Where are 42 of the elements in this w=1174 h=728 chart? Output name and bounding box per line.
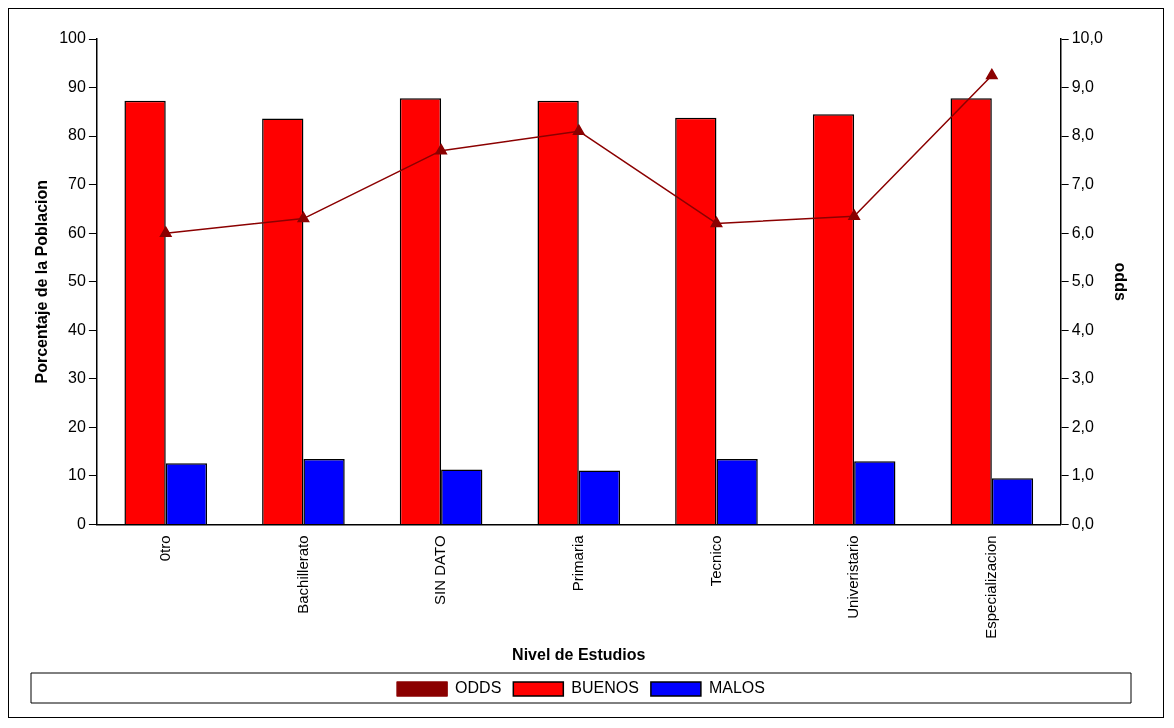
y2-tick-label: 6,0 [1071,223,1094,241]
y2-tick-label: 5,0 [1071,272,1094,290]
point [159,226,172,237]
y-tick-label: 20 [68,417,86,435]
x-tick-label: Univeristario [844,535,862,619]
point [985,68,998,80]
legend-label: BUENOS [571,679,639,697]
y2-tick-label: 1,0 [1071,466,1094,484]
y2-tick-label: 10,0 [1071,29,1103,47]
y2-tick-label: 4,0 [1071,320,1094,338]
point [435,143,448,155]
y2-tick-label: 7,0 [1071,175,1094,193]
point [297,211,310,223]
y-tick-label: 80 [68,126,86,144]
y-tick-label: 30 [68,369,86,387]
y-tick-label: 60 [68,223,86,241]
y-tick-label: 70 [68,175,86,193]
x-tick-label: Bachillerato [293,535,311,614]
x-tick-label: 0tro [155,535,173,562]
y-tick-label: 10 [68,466,86,484]
point [848,209,861,220]
y-tick-label: 90 [68,77,86,95]
y-tick-label: 50 [68,272,86,290]
y2-tick-label: 2,0 [1071,417,1094,435]
legend-label: ODDS [455,679,502,697]
x-axis-title: Nivel de Estudios [512,645,646,663]
y2-tick-label: 8,0 [1071,126,1094,144]
y-tick-label: 0 [76,514,86,532]
x-tick-label: Primaria [568,534,586,592]
y-axis-title: Porcentaje de la Poblacion [33,179,51,384]
point [572,124,585,135]
y2-tick-label: 0,0 [1071,514,1094,532]
y2-tick-label: 3,0 [1071,369,1094,387]
x-tick-label: Especializacion [981,535,999,639]
legend-label: MALOS [708,679,765,697]
point [710,216,723,228]
x-tick-label: Tecnico [706,535,724,587]
x-tick-label: SIN DATO [431,535,449,605]
y-tick-label: 100 [59,29,86,47]
y2-axis-title: odds [1111,262,1129,301]
y2-tick-label: 9,0 [1071,77,1094,95]
y-tick-label: 40 [68,320,86,338]
